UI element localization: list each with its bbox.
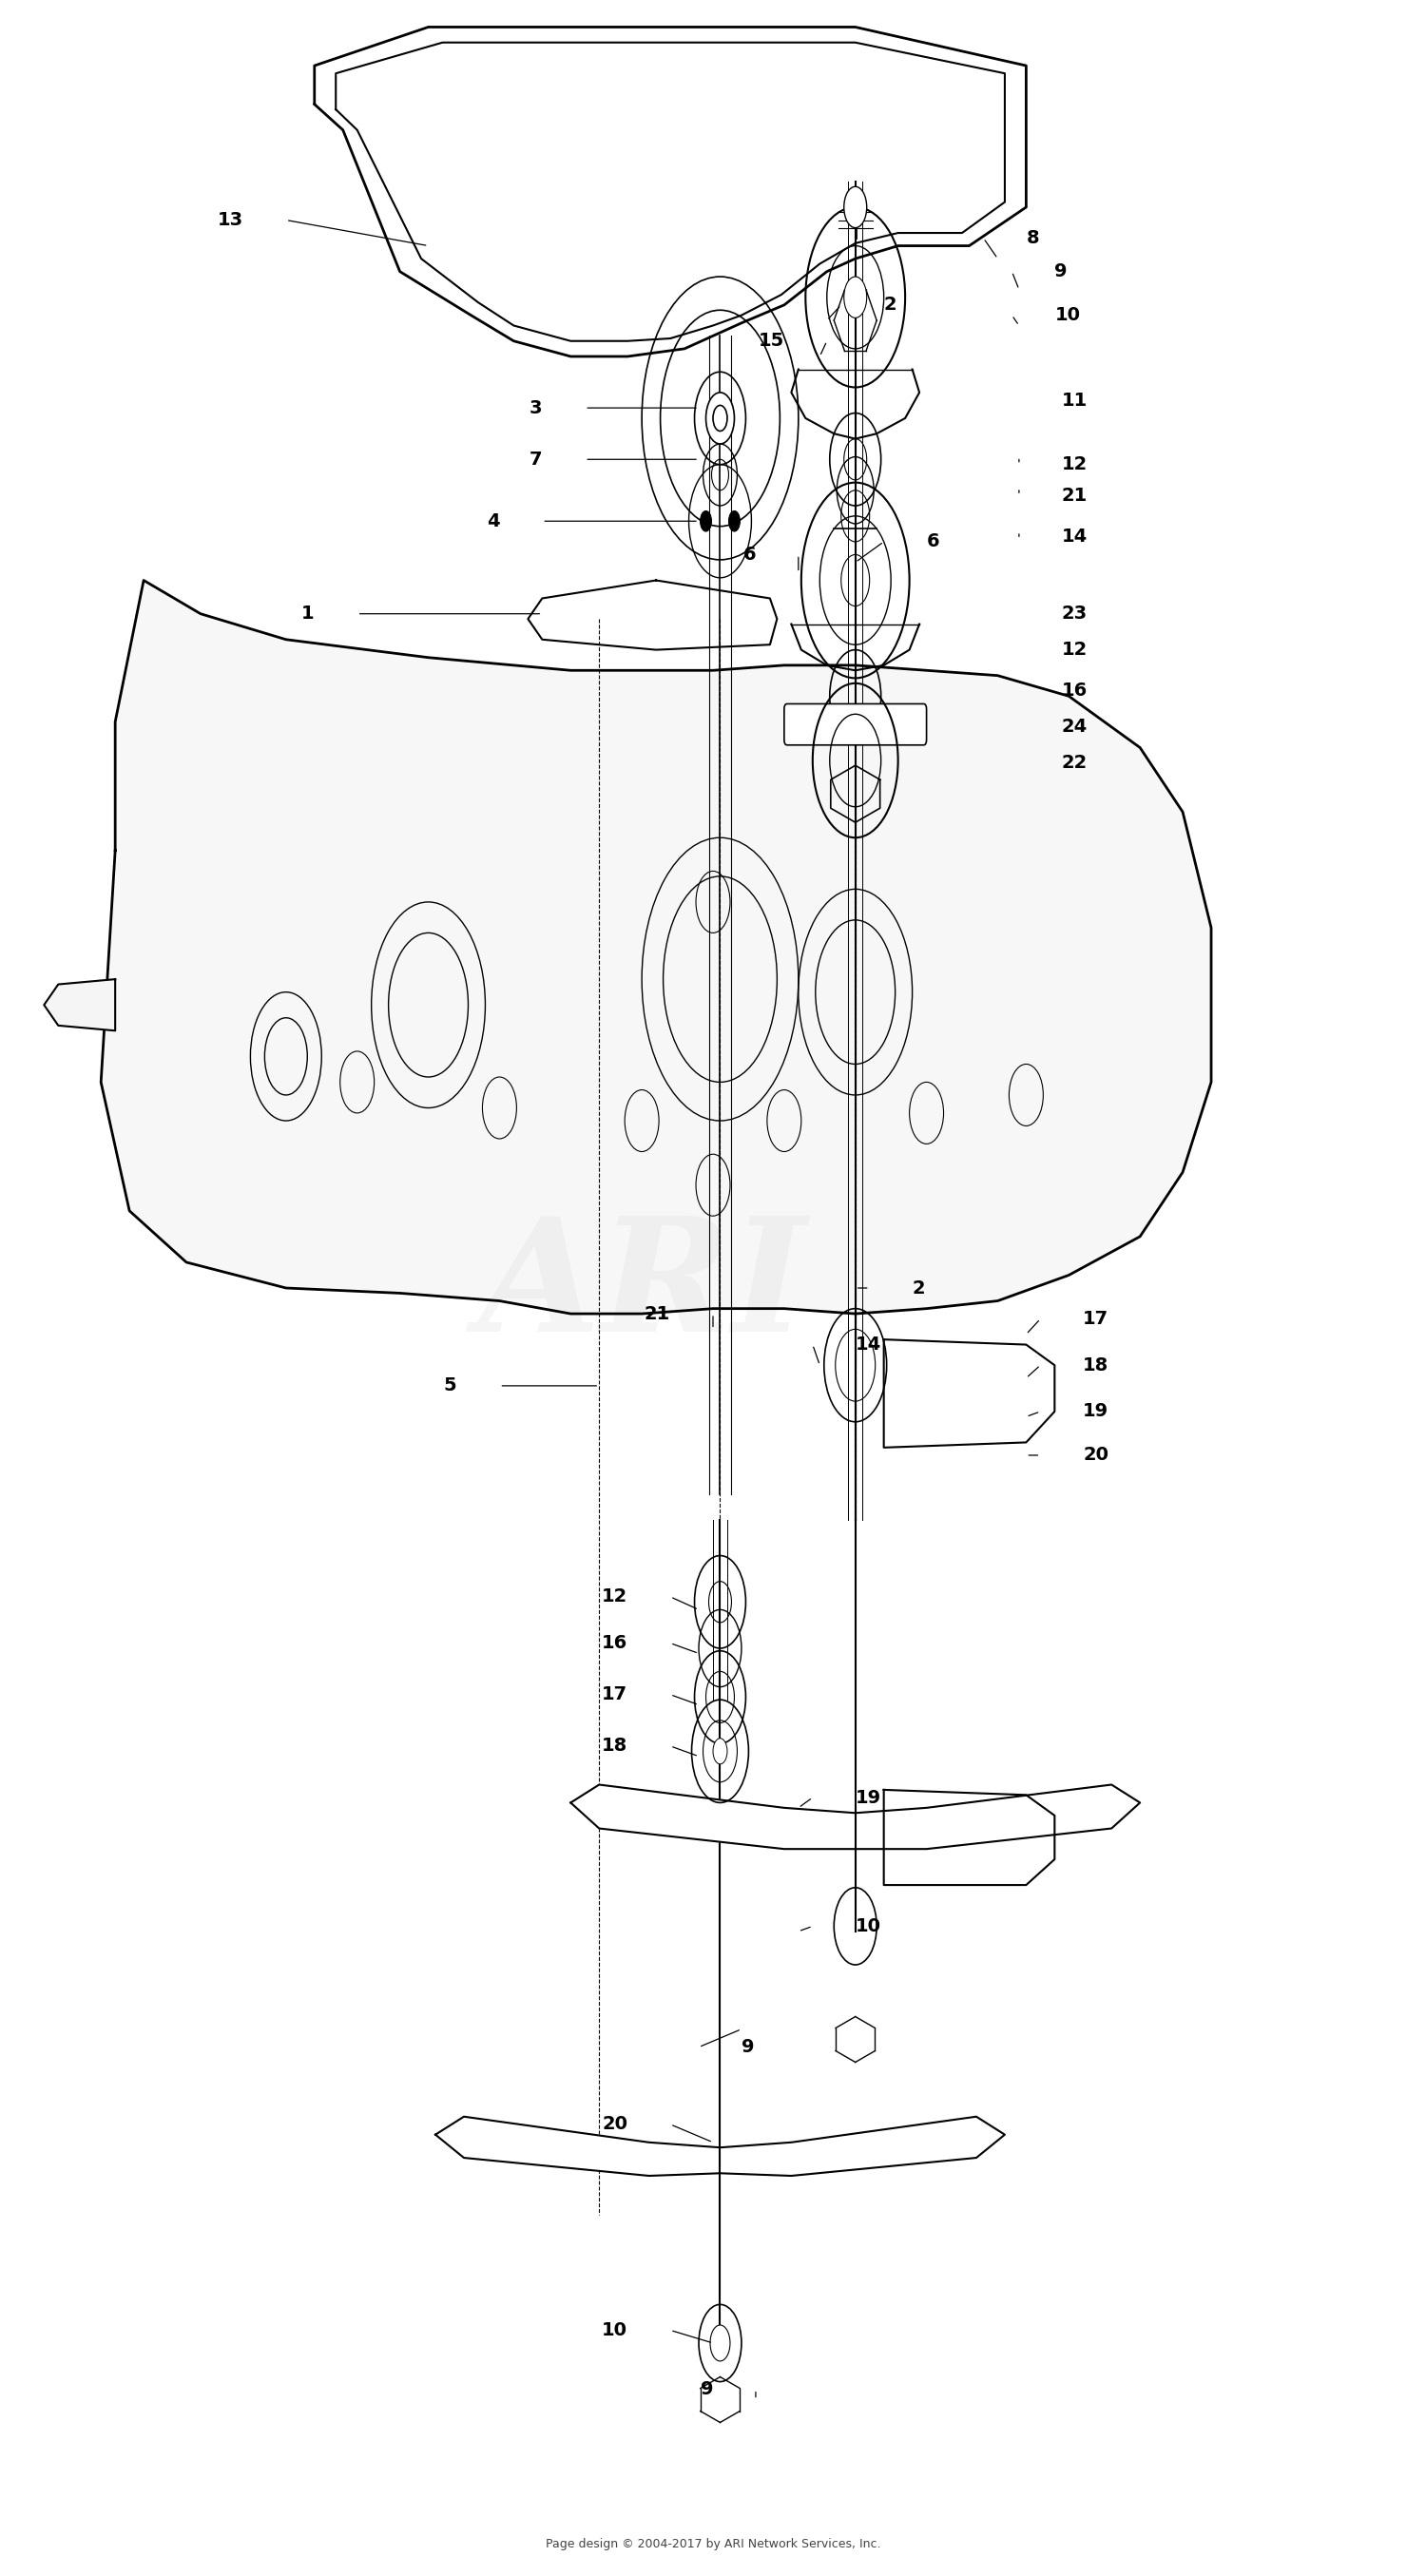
Text: 21: 21 — [645, 1303, 670, 1321]
Text: 16: 16 — [602, 1633, 627, 1651]
Polygon shape — [528, 580, 777, 649]
Text: 9: 9 — [700, 2380, 713, 2398]
Circle shape — [713, 404, 727, 430]
Text: 12: 12 — [602, 1587, 627, 1605]
Text: 20: 20 — [1084, 1445, 1109, 1463]
FancyBboxPatch shape — [784, 703, 927, 744]
Text: 5: 5 — [443, 1376, 456, 1394]
Text: 13: 13 — [218, 211, 244, 229]
Text: 23: 23 — [1062, 605, 1088, 623]
Text: 18: 18 — [1084, 1355, 1109, 1373]
Circle shape — [844, 276, 867, 317]
Polygon shape — [570, 1785, 1139, 1850]
Polygon shape — [44, 979, 116, 1030]
Polygon shape — [884, 1790, 1055, 1886]
Text: 3: 3 — [529, 399, 542, 417]
Text: 8: 8 — [1027, 229, 1040, 247]
Circle shape — [700, 510, 712, 531]
Text: 17: 17 — [1084, 1309, 1109, 1327]
Text: 18: 18 — [602, 1736, 627, 1754]
Text: 10: 10 — [856, 1917, 881, 1935]
Text: 15: 15 — [759, 332, 784, 350]
Text: 17: 17 — [602, 1685, 627, 1703]
Text: 2: 2 — [884, 296, 897, 314]
Text: 12: 12 — [1062, 641, 1088, 659]
Text: 19: 19 — [856, 1788, 881, 1806]
Circle shape — [844, 185, 867, 227]
Text: 1: 1 — [301, 605, 315, 623]
Text: 10: 10 — [602, 2321, 627, 2339]
Circle shape — [706, 392, 734, 443]
Circle shape — [729, 510, 740, 531]
Text: 20: 20 — [602, 2115, 627, 2133]
Text: 4: 4 — [486, 513, 499, 531]
Text: 21: 21 — [1062, 487, 1088, 505]
Text: 6: 6 — [743, 546, 756, 564]
Text: 9: 9 — [1055, 263, 1068, 281]
Text: 22: 22 — [1062, 755, 1088, 773]
Text: 14: 14 — [856, 1334, 881, 1352]
Text: 10: 10 — [1055, 307, 1081, 325]
Text: 11: 11 — [1062, 392, 1088, 410]
Text: 6: 6 — [927, 533, 940, 551]
Text: 19: 19 — [1084, 1401, 1109, 1419]
Text: 9: 9 — [742, 2038, 754, 2056]
Text: Page design © 2004-2017 by ARI Network Services, Inc.: Page design © 2004-2017 by ARI Network S… — [545, 2537, 880, 2550]
Polygon shape — [101, 580, 1211, 1314]
Text: 14: 14 — [1062, 528, 1088, 546]
Text: 7: 7 — [529, 451, 542, 469]
Text: 24: 24 — [1062, 719, 1088, 737]
Circle shape — [710, 2326, 730, 2362]
Text: ARI: ARI — [478, 1211, 806, 1365]
Circle shape — [713, 1739, 727, 1765]
Text: 16: 16 — [1062, 683, 1088, 701]
Text: 2: 2 — [913, 1278, 925, 1298]
Polygon shape — [884, 1340, 1055, 1448]
Polygon shape — [435, 2117, 1005, 2177]
Text: 12: 12 — [1062, 456, 1088, 474]
